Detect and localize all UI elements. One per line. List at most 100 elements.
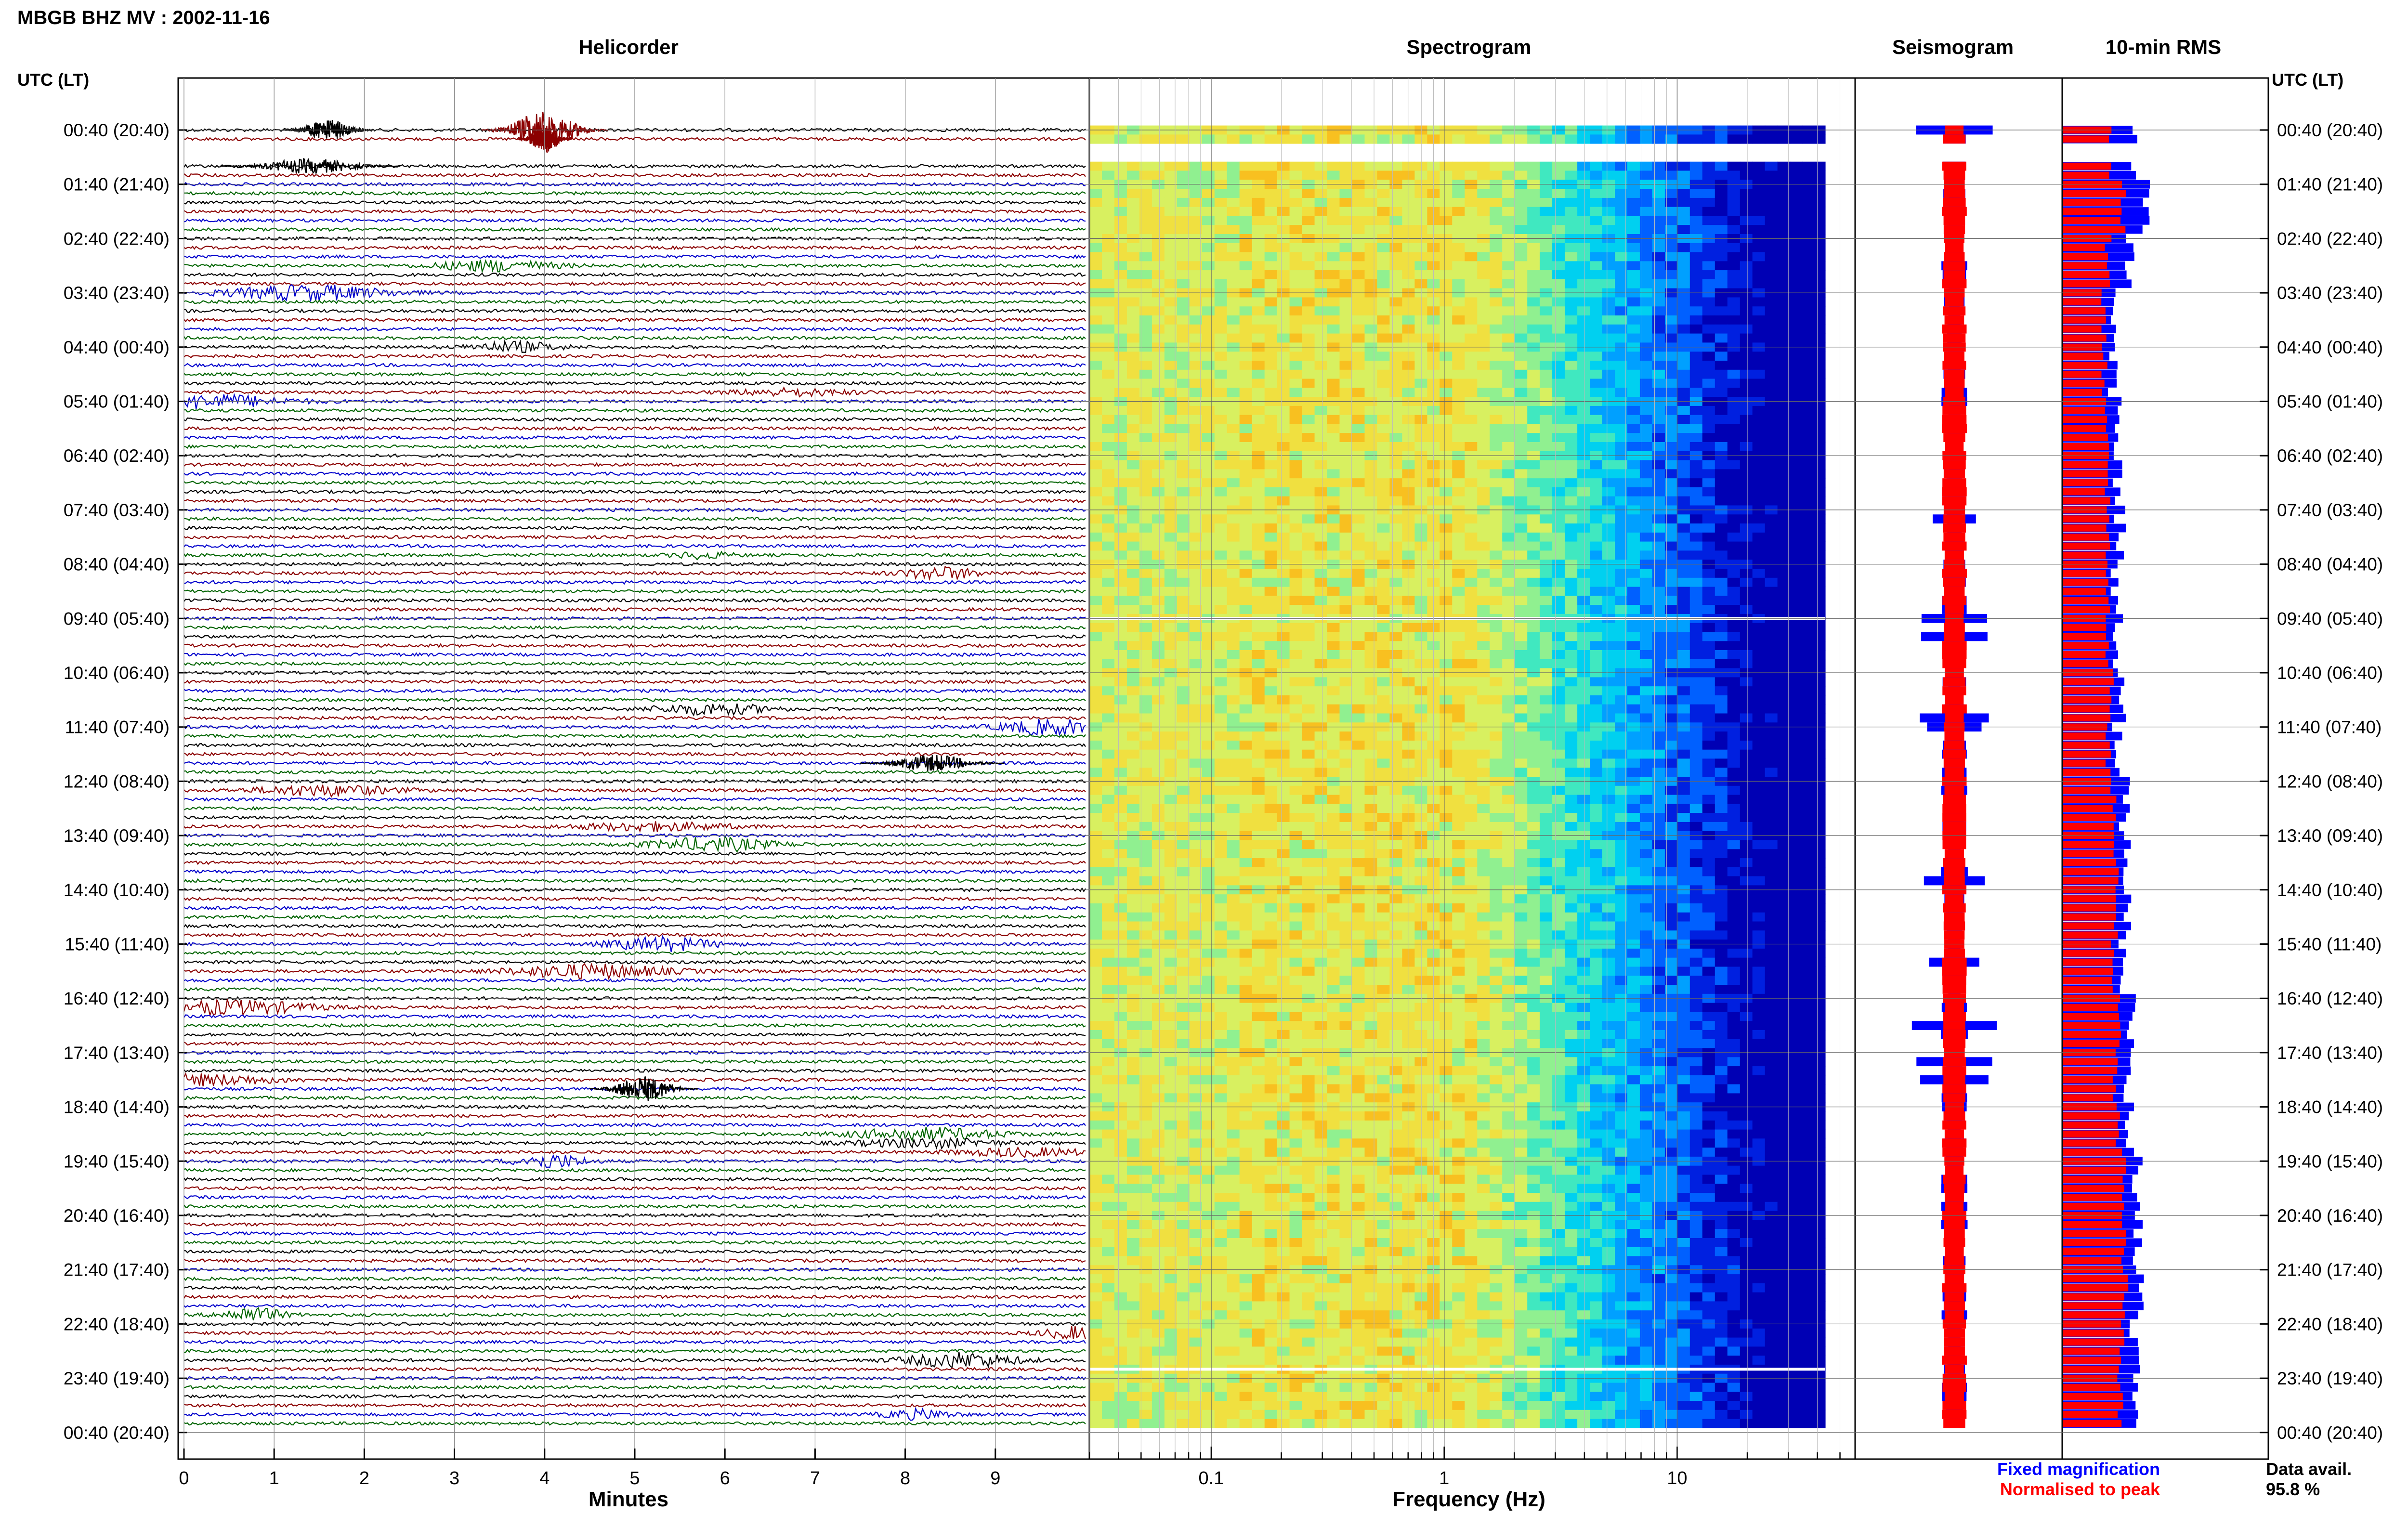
- spectrogram-cell: [1327, 197, 1340, 208]
- spectrogram-cell: [1527, 352, 1540, 361]
- spectrogram-cell: [1527, 523, 1540, 533]
- spectrogram-cell: [1752, 170, 1766, 180]
- spectrogram-cell: [1102, 785, 1115, 795]
- spectrogram-cell: [1339, 523, 1353, 533]
- spectrogram-cell: [1777, 758, 1791, 768]
- spectrogram-cell: [1277, 632, 1290, 641]
- spectrogram-cell: [1327, 822, 1340, 832]
- spectrogram-cell: [1565, 415, 1578, 424]
- spectrogram-cell: [1639, 713, 1653, 723]
- spectrogram-cell: [1490, 523, 1503, 533]
- spectrogram-cell: [1289, 587, 1303, 596]
- spectrogram-cell: [1214, 550, 1228, 560]
- spectrogram-cell: [1615, 686, 1628, 696]
- spectrogram-cell: [1527, 686, 1540, 696]
- spectrogram-cell: [1714, 324, 1728, 334]
- spectrogram-cell: [1114, 216, 1127, 225]
- spectrogram-cell: [1114, 840, 1127, 849]
- spectrogram-cell: [1089, 189, 1102, 198]
- spectrogram-cell: [1152, 378, 1165, 388]
- spectrogram-cell: [1552, 758, 1565, 768]
- spectrogram-cell: [1214, 252, 1228, 261]
- spectrogram-cell: [1177, 333, 1190, 343]
- spectrogram-cell: [1740, 596, 1753, 605]
- spectrogram-cell: [1577, 532, 1590, 542]
- spectrogram-cell: [1164, 713, 1178, 723]
- spectrogram-cell: [1752, 207, 1766, 216]
- spectrogram-cell: [1527, 641, 1540, 651]
- spectrogram-cell: [1264, 243, 1278, 252]
- spectrogram-cell: [1714, 460, 1728, 470]
- spectrogram-cell: [1339, 641, 1353, 651]
- spectrogram-cell: [1577, 840, 1590, 849]
- spectrogram-cell: [1177, 867, 1190, 876]
- spectrogram-cell: [1402, 541, 1415, 551]
- spectrogram-cell: [1102, 207, 1115, 216]
- spectrogram-cell: [1465, 596, 1478, 605]
- spectrogram-cell: [1490, 577, 1503, 587]
- spectrogram-cell: [1440, 216, 1453, 225]
- spectrogram-cell: [1152, 713, 1165, 723]
- spectrogram-cell: [1452, 587, 1465, 596]
- spectrogram-cell: [1202, 577, 1215, 587]
- spectrogram-cell: [1765, 749, 1778, 759]
- spectrogram-cell: [1327, 324, 1340, 334]
- spectrogram-cell: [1314, 695, 1328, 705]
- spectrogram-cell: [1227, 388, 1240, 397]
- spectrogram-cell: [1114, 587, 1127, 596]
- spectrogram-cell: [1214, 577, 1228, 587]
- spectrogram-cell: [1189, 270, 1203, 280]
- spectrogram-cell: [1214, 487, 1228, 497]
- spectrogram-cell: [1590, 352, 1603, 361]
- spectrogram-cell: [1515, 804, 1528, 813]
- spectrogram-cell: [1689, 523, 1703, 533]
- spectrogram-cell: [1289, 523, 1303, 533]
- spectrogram-cell: [1590, 388, 1603, 397]
- spectrogram-cell: [1639, 569, 1653, 578]
- spectrogram-cell: [1214, 641, 1228, 651]
- spectrogram-cell: [1639, 252, 1653, 261]
- spectrogram-cell: [1815, 758, 1826, 768]
- spectrogram-cell: [1327, 352, 1340, 361]
- spectrogram-cell: [1627, 849, 1640, 859]
- spectrogram-cell: [1089, 858, 1102, 868]
- spectrogram-cell: [1239, 749, 1253, 759]
- spectrogram-cell: [1802, 415, 1816, 424]
- spectrogram-cell: [1414, 405, 1427, 416]
- spectrogram-cell: [1602, 478, 1615, 488]
- spectrogram-cell: [1802, 858, 1816, 868]
- spectrogram-cell: [1164, 315, 1178, 325]
- spectrogram-cell: [1277, 758, 1290, 768]
- spectrogram-cell: [1540, 405, 1553, 416]
- spectrogram-cell: [1602, 134, 1615, 144]
- spectrogram-cell: [1440, 270, 1453, 280]
- spectrogram-cell: [1214, 378, 1228, 388]
- spectrogram-cell: [1652, 225, 1665, 235]
- spectrogram-cell: [1202, 161, 1215, 171]
- spectrogram-cell: [1239, 361, 1253, 370]
- spectrogram-cell: [1339, 876, 1353, 886]
- spectrogram-cell: [1765, 523, 1778, 533]
- spectrogram-cell: [1540, 243, 1553, 252]
- spectrogram-cell: [1540, 478, 1553, 488]
- spectrogram-cell: [1577, 550, 1590, 560]
- spectrogram-cell: [1352, 496, 1365, 506]
- spectrogram-cell: [1527, 804, 1540, 813]
- spectrogram-cell: [1252, 405, 1265, 416]
- spectrogram-cell: [1540, 876, 1553, 886]
- spectrogram-cell: [1314, 378, 1328, 388]
- spectrogram-cell: [1527, 785, 1540, 795]
- spectrogram-cell: [1577, 496, 1590, 506]
- spectrogram-cell: [1765, 469, 1778, 479]
- spectrogram-cell: [1652, 849, 1665, 859]
- spectrogram-cell: [1289, 361, 1303, 370]
- spectrogram-cell: [1465, 170, 1478, 180]
- spectrogram-cell: [1114, 632, 1127, 641]
- spectrogram-cell: [1252, 496, 1265, 506]
- spectrogram-cell: [1264, 822, 1278, 832]
- spectrogram-cell: [1777, 478, 1791, 488]
- spectrogram-cell: [1664, 659, 1678, 668]
- spectrogram-cell: [1440, 713, 1453, 723]
- spectrogram-cell: [1664, 306, 1678, 316]
- spectrogram-cell: [1214, 903, 1228, 913]
